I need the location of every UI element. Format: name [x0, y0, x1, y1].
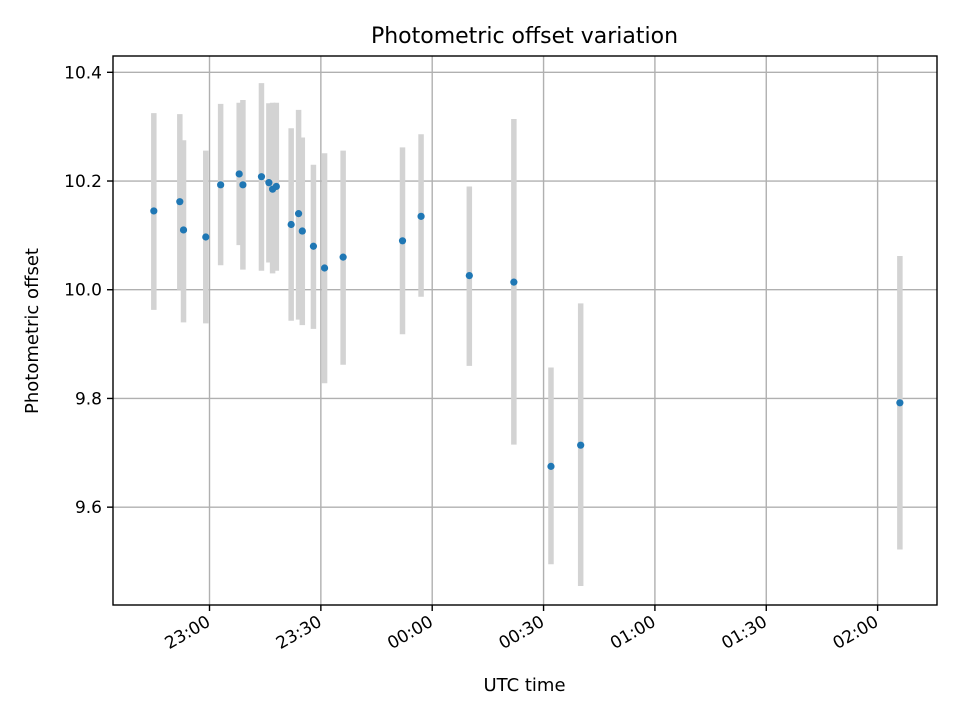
- y-axis-label: Photometric offset: [22, 248, 43, 414]
- data-point: [298, 227, 306, 235]
- x-tick-label: 00:30: [496, 612, 548, 654]
- data-point: [339, 253, 347, 261]
- data-point: [896, 399, 904, 407]
- data-point: [577, 441, 585, 449]
- data-point: [257, 173, 266, 181]
- x-axis-label: UTC time: [483, 675, 565, 696]
- y-tick-label: 9.8: [75, 389, 102, 409]
- plot-frame: [112, 55, 938, 606]
- data-point: [239, 181, 247, 189]
- x-tick-label: 01:30: [718, 612, 770, 654]
- y-tick-label: 10.4: [64, 63, 102, 83]
- data-point: [235, 170, 243, 178]
- data-point: [309, 242, 318, 250]
- data-point: [547, 462, 555, 470]
- x-tick-label: 23:00: [162, 612, 214, 654]
- data-point: [272, 182, 280, 191]
- x-tick-label: 02:00: [830, 612, 882, 654]
- chart-title: Photometric offset variation: [371, 24, 678, 49]
- point-layer: [150, 170, 904, 470]
- data-point: [294, 210, 303, 218]
- x-tick-label: 23:30: [273, 612, 325, 654]
- data-point: [150, 207, 158, 215]
- data-point: [510, 278, 518, 286]
- data-point: [417, 212, 425, 220]
- data-point: [217, 181, 225, 189]
- tick-layer: 23:00 23:30 00:00 00:30 01:00 01:30 02:00 9.6 9.…: [64, 63, 882, 654]
- data-point: [179, 226, 188, 234]
- y-tick-label: 9.6: [75, 498, 102, 518]
- data-point: [465, 272, 473, 280]
- y-tick-label: 10.0: [64, 281, 102, 301]
- data-point: [398, 237, 407, 245]
- errorbar-layer: [151, 83, 903, 586]
- data-point: [176, 198, 184, 206]
- data-point: [265, 179, 273, 187]
- grid-layer: [113, 56, 937, 605]
- y-tick-label: 10.2: [64, 172, 102, 192]
- data-point: [320, 264, 329, 272]
- data-point: [202, 233, 210, 241]
- x-tick-label: 01:00: [607, 612, 659, 654]
- x-tick-label: 00:00: [384, 612, 436, 654]
- data-point: [287, 220, 295, 229]
